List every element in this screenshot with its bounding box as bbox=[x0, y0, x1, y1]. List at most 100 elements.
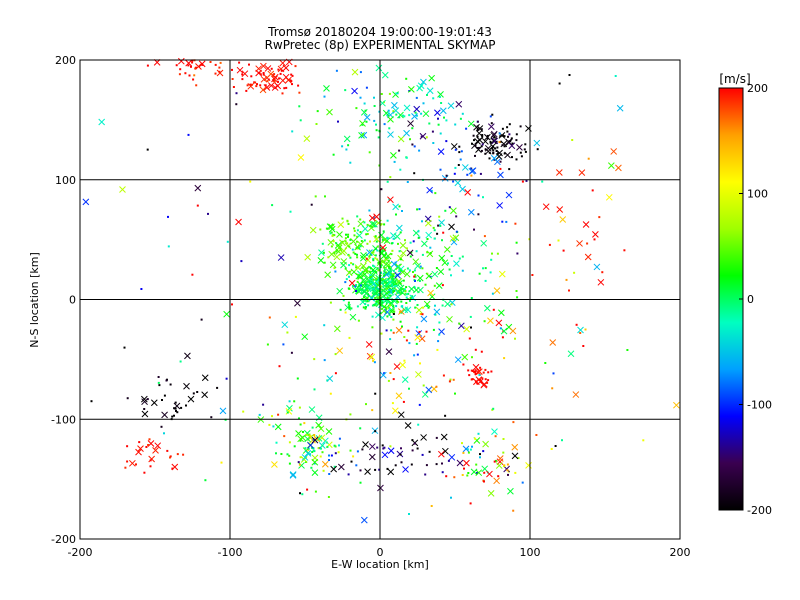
data-point-544 bbox=[345, 278, 348, 281]
data-point-934 bbox=[250, 83, 253, 86]
data-point-892 bbox=[459, 185, 466, 193]
data-point-558 bbox=[375, 248, 377, 250]
data-point-998 bbox=[349, 449, 352, 452]
data-point-1312 bbox=[452, 378, 455, 381]
data-point-705 bbox=[387, 109, 390, 112]
data-point-1080 bbox=[310, 466, 313, 469]
data-point-1406 bbox=[387, 379, 390, 382]
data-point-854 bbox=[426, 186, 433, 194]
data-point-491 bbox=[433, 229, 436, 232]
data-point-1449 bbox=[571, 139, 574, 141]
data-point-1489 bbox=[605, 193, 613, 201]
data-point-43 bbox=[352, 263, 355, 266]
data-point-1192 bbox=[480, 381, 483, 384]
data-point-1529 bbox=[559, 216, 567, 223]
data-point-1310 bbox=[301, 333, 309, 341]
data-point-1076 bbox=[308, 433, 311, 436]
data-point-206 bbox=[371, 270, 374, 273]
data-point-853 bbox=[491, 113, 494, 116]
data-point-1291 bbox=[399, 453, 402, 456]
x-tick-label-4: 200 bbox=[670, 546, 691, 559]
data-point-1167 bbox=[486, 381, 489, 384]
data-point-324 bbox=[391, 249, 394, 252]
data-point-1242 bbox=[154, 442, 162, 450]
data-point-354 bbox=[345, 269, 353, 277]
data-point-970 bbox=[184, 72, 187, 75]
data-point-1204 bbox=[216, 386, 219, 389]
data-point-574 bbox=[408, 285, 415, 293]
data-point-312 bbox=[395, 282, 398, 285]
data-point-1438 bbox=[220, 461, 223, 464]
data-point-1071 bbox=[305, 433, 308, 436]
data-points bbox=[82, 57, 680, 524]
data-point-812 bbox=[475, 129, 483, 137]
data-point-343 bbox=[355, 266, 358, 269]
data-point-455 bbox=[335, 244, 343, 252]
data-point-1393 bbox=[313, 388, 316, 391]
data-point-1088 bbox=[275, 441, 278, 444]
data-point-713 bbox=[323, 95, 326, 98]
data-point-492 bbox=[390, 253, 393, 256]
data-point-732 bbox=[465, 127, 468, 130]
data-point-117 bbox=[405, 296, 408, 299]
data-point-593 bbox=[416, 208, 419, 211]
data-point-456 bbox=[374, 254, 377, 257]
colorbar-tick-label-1: 100 bbox=[747, 188, 768, 201]
data-point-259 bbox=[389, 294, 392, 297]
data-point-1034 bbox=[356, 450, 359, 453]
data-point-1353 bbox=[458, 322, 461, 325]
data-point-1385 bbox=[454, 356, 462, 364]
data-point-634 bbox=[443, 116, 445, 119]
data-point-830 bbox=[496, 146, 499, 149]
data-point-1422 bbox=[310, 203, 313, 206]
data-point-874 bbox=[436, 232, 439, 235]
data-point-1359 bbox=[392, 331, 395, 334]
data-point-647 bbox=[387, 131, 394, 138]
data-point-298 bbox=[386, 296, 389, 299]
data-point-946 bbox=[285, 86, 288, 89]
data-point-883 bbox=[398, 149, 401, 152]
data-point-12 bbox=[372, 257, 375, 260]
data-point-1367 bbox=[385, 329, 388, 332]
data-point-1150 bbox=[521, 481, 524, 484]
data-point-42 bbox=[362, 290, 365, 293]
data-point-815 bbox=[491, 147, 494, 150]
data-point-1175 bbox=[476, 382, 479, 385]
data-point-928 bbox=[241, 70, 249, 78]
data-point-918 bbox=[279, 72, 282, 75]
data-point-156 bbox=[374, 302, 377, 305]
data-point-1423 bbox=[376, 249, 379, 252]
data-point-1211 bbox=[163, 394, 166, 397]
data-point-1108 bbox=[506, 463, 509, 466]
data-point-1236 bbox=[166, 449, 169, 452]
data-point-539 bbox=[383, 372, 386, 375]
data-point-1216 bbox=[183, 382, 190, 390]
x-tick-label-3: 100 bbox=[520, 546, 541, 559]
data-point-1110 bbox=[448, 453, 456, 461]
data-point-1193 bbox=[470, 378, 473, 381]
data-point-1264 bbox=[479, 453, 481, 456]
data-point-1268 bbox=[411, 449, 414, 452]
data-point-589 bbox=[450, 255, 453, 257]
data-point-965 bbox=[266, 80, 269, 83]
data-point-1164 bbox=[525, 462, 532, 469]
data-point-1158 bbox=[550, 448, 553, 450]
data-point-482 bbox=[396, 224, 403, 232]
data-point-530 bbox=[417, 286, 424, 294]
data-point-1421 bbox=[286, 331, 289, 334]
data-point-957 bbox=[282, 64, 290, 72]
data-point-1058 bbox=[299, 456, 302, 459]
y-tick-label-1: -100 bbox=[51, 413, 76, 426]
data-point-958 bbox=[298, 91, 301, 94]
data-point-480 bbox=[431, 270, 439, 278]
data-point-1411 bbox=[490, 154, 498, 162]
data-point-916 bbox=[236, 66, 244, 74]
data-point-1446 bbox=[557, 239, 560, 242]
data-point-1501 bbox=[348, 336, 351, 339]
grid-lines bbox=[80, 60, 680, 539]
data-point-1162 bbox=[483, 471, 486, 474]
data-point-1290 bbox=[441, 471, 444, 474]
data-point-823 bbox=[511, 142, 514, 145]
data-point-562 bbox=[491, 252, 493, 255]
data-point-435 bbox=[331, 234, 334, 237]
